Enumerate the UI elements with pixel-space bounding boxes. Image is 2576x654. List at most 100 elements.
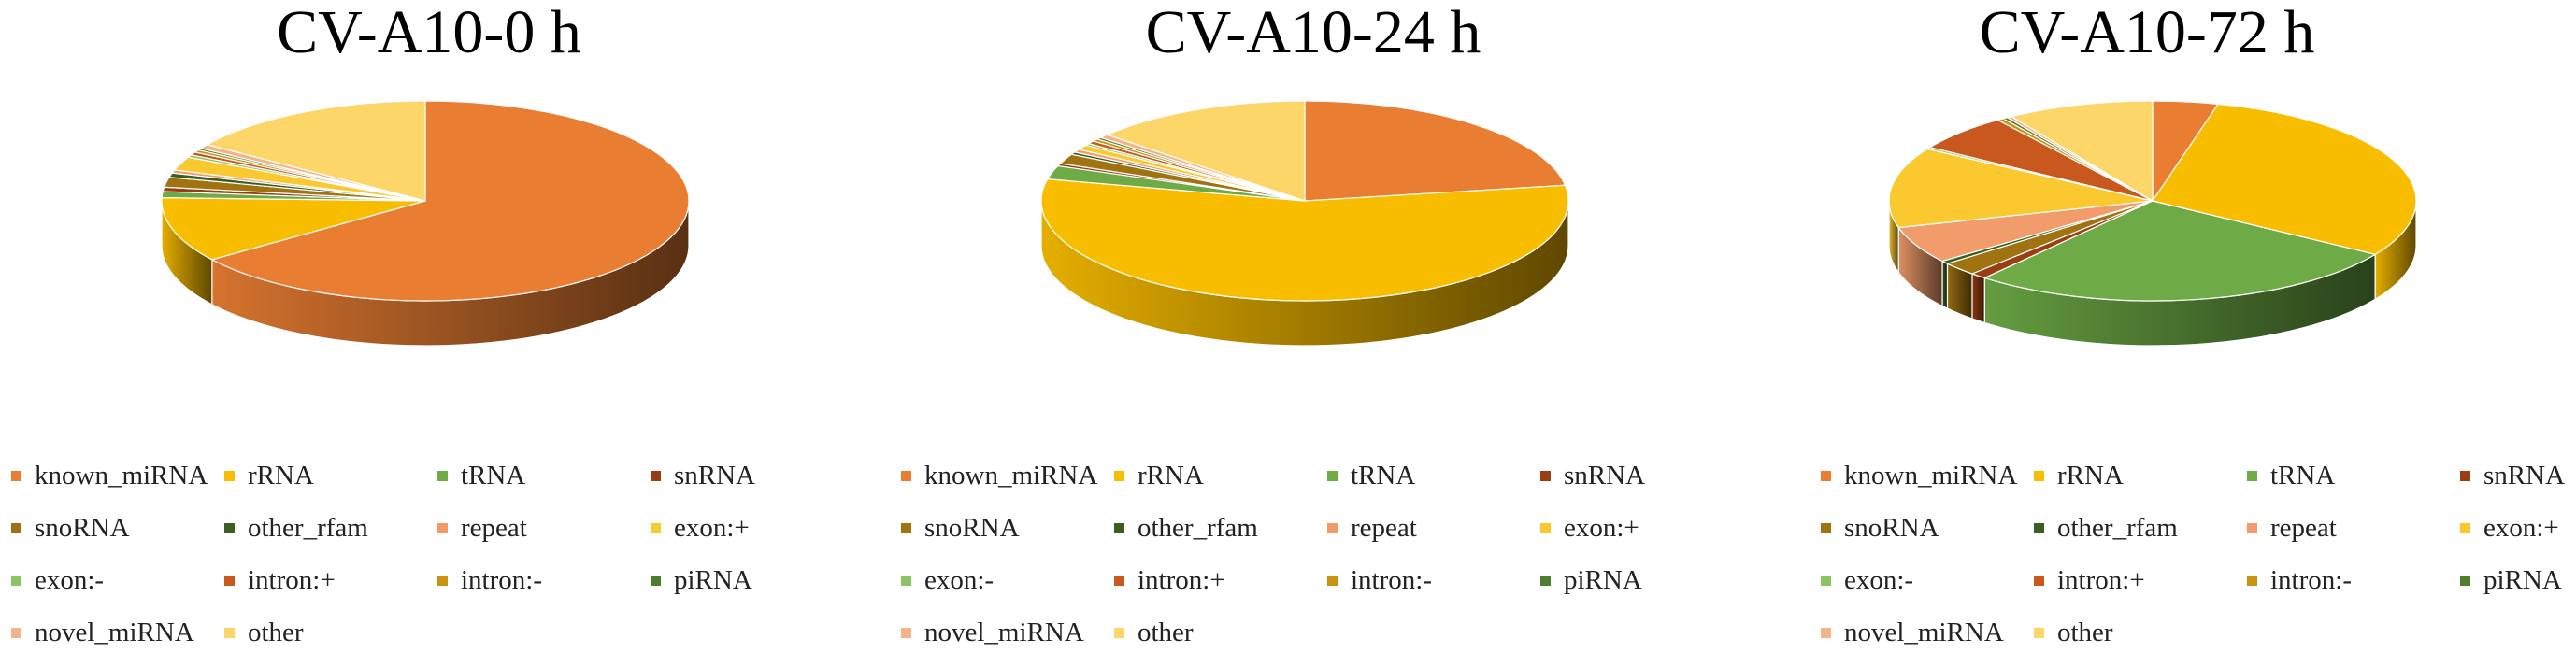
legend-item: known_miRNA <box>901 456 1114 495</box>
legend-item: snRNA <box>2460 456 2576 495</box>
legend-item: repeat <box>2247 508 2460 547</box>
legend-label: other_rfam <box>248 513 368 543</box>
legend-swatch <box>11 627 21 638</box>
legend-label: snRNA <box>674 461 756 490</box>
legend-swatch <box>1540 522 1551 533</box>
pie-slice-trna <box>1982 200 2377 302</box>
legend-swatch <box>1540 575 1551 586</box>
legend-swatch <box>224 627 235 638</box>
pie-slice-rrna <box>1040 178 1569 302</box>
legend-label: repeat <box>2270 513 2337 543</box>
legend-swatch <box>651 470 661 481</box>
legend-item: exon:- <box>11 561 224 600</box>
legend-swatch <box>11 575 21 586</box>
legend-label: piRNA <box>1564 565 1642 595</box>
legend-swatch <box>2034 627 2044 638</box>
legend-item: snRNA <box>651 456 800 495</box>
legend-swatch <box>1821 522 1831 533</box>
legend-item: exon:+ <box>2460 508 2576 547</box>
legend-item: tRNA <box>1327 456 1540 495</box>
legend-item: piRNA <box>1540 561 1690 600</box>
legend-swatch <box>2034 470 2044 481</box>
legend-label: snRNA <box>2483 461 2566 490</box>
legend-swatch <box>1821 575 1831 586</box>
pie-chart-72h <box>1888 100 2417 347</box>
legend-swatch <box>1327 522 1338 533</box>
legend-swatch <box>1540 470 1551 481</box>
legend-swatch <box>437 575 448 586</box>
legend-label: snoRNA <box>924 513 1020 543</box>
legend-item: intron:+ <box>224 561 437 600</box>
legend-swatch <box>901 522 911 533</box>
legend-swatch <box>437 522 448 533</box>
legend-label: known_miRNA <box>924 461 1098 490</box>
legend-label: intron:+ <box>2057 565 2145 595</box>
legend-swatch <box>437 470 448 481</box>
legend-label: known_miRNA <box>1844 461 2018 490</box>
pie-slice-exon- <box>1888 148 2154 229</box>
legend-item: other_rfam <box>224 508 437 547</box>
legend-swatch <box>1821 627 1831 638</box>
pie-slice-other <box>1105 100 1306 202</box>
legend-label: snRNA <box>1564 461 1646 490</box>
legend-label: intron:- <box>461 565 542 595</box>
legend-swatch <box>11 470 21 481</box>
legend-label: snoRNA <box>1844 513 1939 543</box>
legend-swatch <box>224 575 235 586</box>
pie-slice-other <box>206 100 426 202</box>
pie-side-walls <box>1888 200 2417 347</box>
legend-label: intron:- <box>2270 565 2352 595</box>
legend-swatch <box>1114 627 1124 638</box>
legend-swatch <box>901 575 911 586</box>
legend-swatch <box>2247 522 2257 533</box>
legend-item: intron:- <box>437 561 651 600</box>
legend-item: rRNA <box>2034 456 2247 495</box>
legend-label: intron:- <box>1351 565 1432 595</box>
legend-label: known_miRNA <box>35 461 208 490</box>
legend-label: repeat <box>461 513 527 543</box>
legend-swatch <box>651 575 661 586</box>
legend-label: snoRNA <box>35 513 130 543</box>
legend-swatch <box>901 470 911 481</box>
legend-label: tRNA <box>2270 461 2336 490</box>
legend-item: snoRNA <box>1821 508 2034 547</box>
legend-item: intron:+ <box>2034 561 2247 600</box>
pie-panel-72h: CV-A10-72 h known_miRNA rRNA tRNA snRNA snoR… <box>1718 0 2576 654</box>
legend-item: rRNA <box>1114 456 1327 495</box>
legend-swatch <box>1114 470 1124 481</box>
legend-label: exon:- <box>1844 565 1914 595</box>
legend-item: other_rfam <box>1114 508 1327 547</box>
legend-swatch <box>1327 470 1338 481</box>
legend-item: piRNA <box>2460 561 2576 600</box>
legend-swatch <box>901 627 911 638</box>
legend-label: tRNA <box>1351 461 1416 490</box>
legend-item: novel_miRNA <box>11 613 224 652</box>
pie-top-face <box>1888 100 2417 302</box>
legend-label: exon:- <box>35 565 105 595</box>
legend-label: exon:+ <box>2483 513 2559 543</box>
legend-label: intron:+ <box>1138 565 1225 595</box>
legend-label: other <box>2057 618 2113 647</box>
legend-label: other_rfam <box>1138 513 1258 543</box>
legend-item: exon:- <box>901 561 1114 600</box>
pie-panel-24h: CV-A10-24 h known_miRNA rRNA tRNA snRNA snoR… <box>884 0 1742 654</box>
pie-slice-other <box>2010 100 2154 203</box>
legend-label: novel_miRNA <box>35 618 194 647</box>
pie-top-face <box>161 100 690 302</box>
legend: known_miRNA rRNA tRNA snRNA snoRNA other_rfam… <box>11 456 800 652</box>
legend-item: tRNA <box>437 456 651 495</box>
legend-swatch <box>224 470 235 481</box>
legend-item: exon:- <box>1821 561 2034 600</box>
legend-item: repeat <box>1327 508 1540 547</box>
legend-label: piRNA <box>2483 565 2562 595</box>
chart-title: CV-A10-0 h <box>277 0 581 66</box>
legend-swatch <box>2034 575 2044 586</box>
legend-label: rRNA <box>1138 461 1204 490</box>
legend-item: known_miRNA <box>1821 456 2034 495</box>
legend-label: rRNA <box>248 461 314 490</box>
legend-item: other <box>224 613 437 652</box>
legend-swatch <box>2247 470 2257 481</box>
legend-label: intron:+ <box>248 565 336 595</box>
legend-label: repeat <box>1351 513 1417 543</box>
legend-item: other <box>2034 613 2247 652</box>
